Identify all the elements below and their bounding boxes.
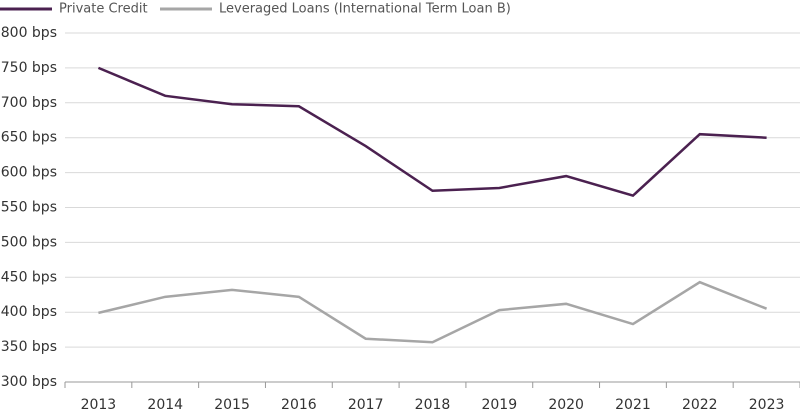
y-tick-label: 800 bps xyxy=(1,25,57,41)
x-tick-label: 2014 xyxy=(147,397,183,413)
x-tick-label: 2017 xyxy=(348,397,384,413)
x-tick-label: 2022 xyxy=(682,397,718,413)
x-tick-label: 2013 xyxy=(81,397,117,413)
y-tick-label: 500 bps xyxy=(1,234,57,250)
y-tick-label: 750 bps xyxy=(1,60,57,76)
x-tick-label: 2016 xyxy=(281,397,317,413)
y-tick-label: 550 bps xyxy=(1,200,57,216)
series-line xyxy=(98,280,768,344)
x-tick-label: 2021 xyxy=(615,397,651,413)
series-line xyxy=(97,66,767,198)
x-tick-label: 2023 xyxy=(749,397,785,413)
x-tick-label: 2018 xyxy=(415,397,451,413)
y-tick-label: 300 bps xyxy=(1,374,57,390)
y-tick-label: 350 bps xyxy=(1,339,57,355)
y-tick-label: 400 bps xyxy=(1,304,57,320)
legend-label: Private Credit xyxy=(59,2,148,17)
legend-label: Leveraged Loans (International Term Loan… xyxy=(219,2,511,17)
y-tick-label: 700 bps xyxy=(1,95,57,111)
y-tick-label: 450 bps xyxy=(1,269,57,285)
x-tick-label: 2020 xyxy=(548,397,584,413)
y-tick-label: 600 bps xyxy=(1,165,57,181)
y-tick-label: 650 bps xyxy=(1,130,57,146)
x-tick-label: 2015 xyxy=(214,397,250,413)
x-tick-label: 2019 xyxy=(481,397,517,413)
